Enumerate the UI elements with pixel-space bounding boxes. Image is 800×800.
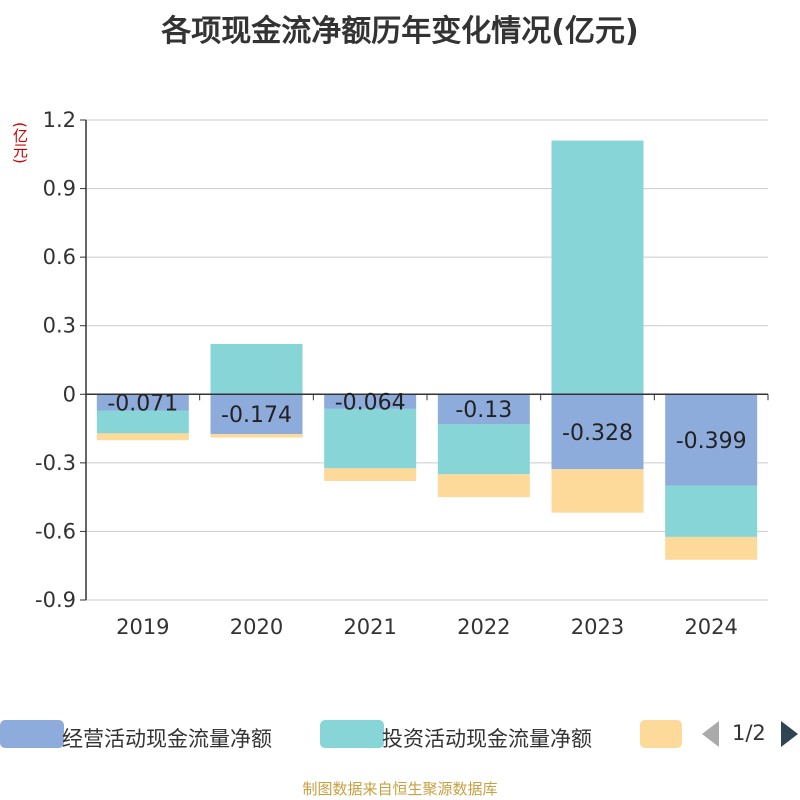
y-tick-label-0: 1.2 — [43, 108, 76, 132]
x-tick-label-2022: 2022 — [457, 615, 510, 639]
bar-series1-2022 — [437, 424, 530, 475]
bar-series0-2020 — [210, 394, 303, 435]
pager-next-icon[interactable] — [781, 721, 798, 747]
bar-series2-2024 — [665, 536, 758, 560]
bar-series1-2020 — [210, 344, 303, 395]
bar-series0-2023 — [551, 394, 644, 470]
data-label-2022: -0.13 — [455, 398, 512, 423]
bar-series2-2022 — [437, 474, 530, 498]
y-tick-label-7: -0.9 — [35, 588, 76, 612]
data-label-2024: -0.399 — [676, 429, 747, 454]
y-tick-label-4: 0 — [63, 382, 76, 406]
y-tick-label-6: -0.6 — [35, 519, 76, 543]
pager-prev-icon[interactable] — [702, 721, 719, 747]
bar-series0-2024 — [665, 394, 758, 486]
bar-series2-2020 — [210, 434, 303, 438]
x-tick-label-2019: 2019 — [116, 615, 169, 639]
x-tick-label-2024: 2024 — [684, 615, 737, 639]
x-tick-label-2021: 2021 — [343, 615, 396, 639]
legend-swatch-investing — [320, 720, 384, 748]
pager-text: 1/2 — [732, 721, 766, 745]
bar-series1-2024 — [665, 485, 758, 537]
legend: 经营活动现金流量净额 投资活动现金流量净额 1/2 — [0, 714, 800, 754]
bar-series2-2023 — [551, 469, 644, 513]
legend-pager: 1/2 — [700, 721, 800, 749]
source-footer: 制图数据来自恒生聚源数据库 — [302, 780, 498, 798]
data-label-2021: -0.064 — [335, 391, 406, 416]
y-tick-label-5: -0.3 — [35, 451, 76, 475]
data-label-2020: -0.174 — [221, 403, 292, 428]
bar-series1-2019 — [96, 410, 189, 434]
bar-series2-2019 — [96, 433, 189, 441]
y-tick-label-1: 0.9 — [43, 177, 76, 201]
y-tick-label-3: 0.3 — [43, 314, 76, 338]
bar-series1-2023 — [551, 140, 644, 395]
legend-label-operating: 经营活动现金流量净额 — [62, 727, 272, 751]
legend-swatch-third — [640, 720, 682, 748]
bar-series2-2021 — [324, 468, 417, 481]
bar-series0-2022 — [437, 394, 530, 424]
data-label-2019: -0.071 — [107, 391, 178, 416]
data-label-2023: -0.328 — [562, 421, 633, 446]
legend-label-investing: 投资活动现金流量净额 — [382, 727, 592, 751]
bar-series0-2019 — [96, 394, 189, 411]
bar-series0-2021 — [324, 394, 417, 409]
chart-title: 各项现金流净额历年变化情况(亿元) — [161, 14, 639, 49]
bar-series1-2021 — [324, 408, 417, 469]
y-tick-label-2: 0.6 — [43, 245, 76, 269]
x-tick-label-2020: 2020 — [230, 615, 283, 639]
y-axis-unit: (亿元) — [11, 122, 29, 164]
bar-chart: 1.2 0.9 0.6 0.3 0 -0.3 -0.6 -0.9 -0.071 -0.174 -0.… — [35, 108, 769, 639]
legend-swatch-operating — [0, 720, 64, 748]
x-tick-label-2023: 2023 — [571, 615, 624, 639]
